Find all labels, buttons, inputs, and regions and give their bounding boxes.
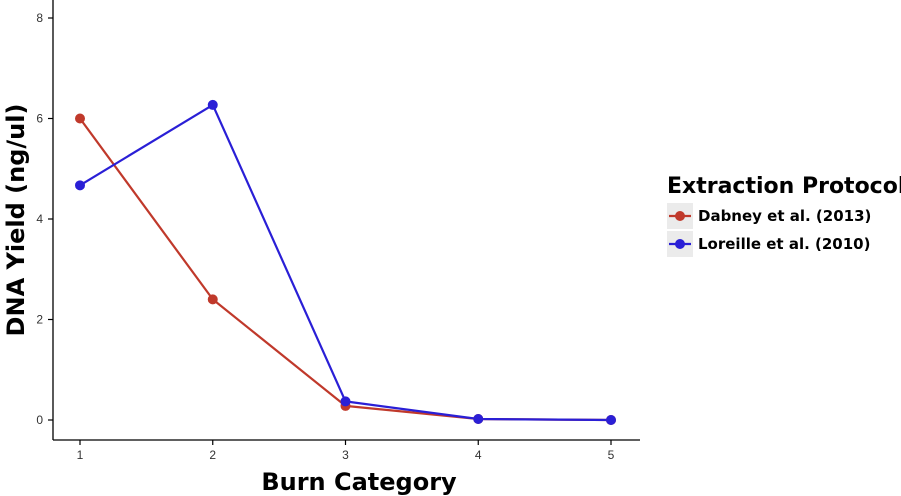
y-tick-label: 4 <box>36 212 43 226</box>
x-tick-label: 5 <box>608 448 615 462</box>
y-tick-label: 2 <box>36 313 43 327</box>
legend-key-marker <box>675 239 685 249</box>
data-point <box>473 413 484 424</box>
legend-title: Extraction Protocol <box>667 174 901 199</box>
axes <box>52 0 640 441</box>
data-point <box>207 294 218 305</box>
data-point <box>75 180 85 191</box>
legend-items: Dabney et al. (2013) Loreille et al. (201… <box>667 203 871 257</box>
x-tick-label: 2 <box>209 448 216 462</box>
legend-label: Loreille et al. (2010) <box>698 235 870 253</box>
data-point <box>75 113 85 124</box>
data-point <box>340 396 351 407</box>
y-tick-label: 0 <box>36 413 43 427</box>
x-tick-label: 3 <box>342 448 349 462</box>
y-tick-label: 6 <box>36 112 43 126</box>
data-point <box>606 415 616 425</box>
x-tick-label: 1 <box>77 448 84 462</box>
data-point <box>207 99 218 110</box>
series-line-2 <box>79 103 612 422</box>
legend-label: Dabney et al. (2013) <box>698 207 871 225</box>
x-axis-title: Burn Category <box>261 468 457 496</box>
y-axis-title: DNA Yield (ng/ul) <box>2 104 30 337</box>
series-line-1 <box>79 117 612 422</box>
legend-key-marker <box>675 211 685 221</box>
ticks: 1 2 3 4 5 0 2 4 6 8 <box>36 11 614 462</box>
series-layer <box>75 99 616 425</box>
y-tick-label: 8 <box>36 11 43 25</box>
x-tick-label: 4 <box>475 448 482 462</box>
legend: Extraction Protocol Dabney et al. (2013)… <box>667 174 901 257</box>
